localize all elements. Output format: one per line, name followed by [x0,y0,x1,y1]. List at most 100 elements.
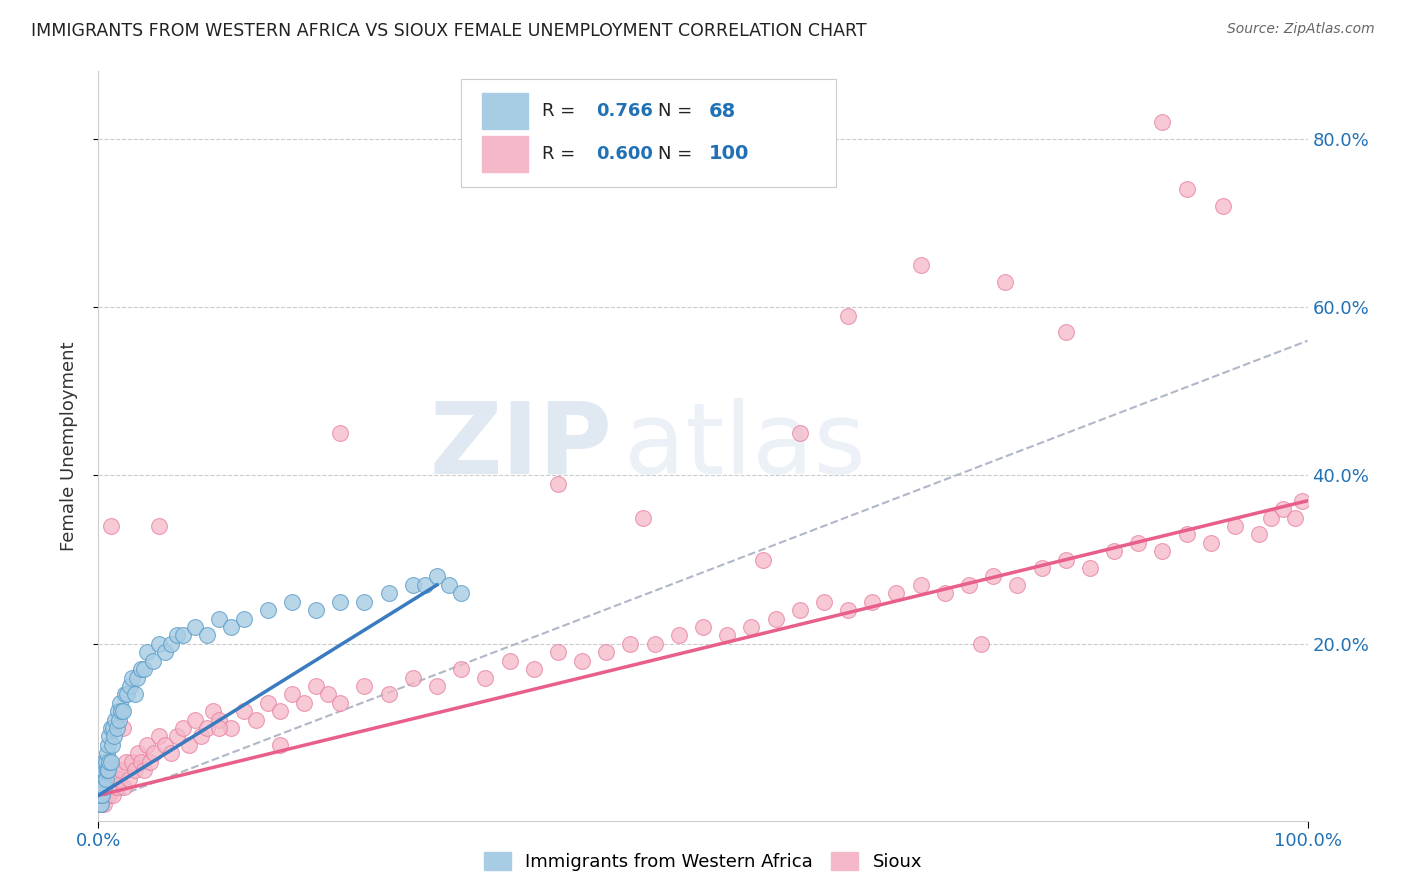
Point [765,611,787,625]
Point [426,679,449,693]
Point [98,730,121,744]
Point [107,704,129,718]
Point [329,595,352,609]
Point [160,746,183,760]
Point [89,780,111,794]
Text: R =: R = [543,145,581,162]
Point [716,628,738,642]
Point [135,738,157,752]
Point [498,654,520,668]
Point [91,772,114,786]
Text: N =: N = [658,102,699,120]
Point [281,687,304,701]
Point [100,721,122,735]
Point [1223,519,1246,533]
Point [837,603,859,617]
Point [148,519,170,533]
Point [90,780,112,794]
Text: 100: 100 [709,145,749,163]
Text: 0.600: 0.600 [596,145,654,162]
Point [121,755,143,769]
Point [112,780,135,794]
Point [114,687,136,701]
Point [910,258,932,272]
Point [1249,527,1271,541]
Point [118,772,141,786]
Point [202,704,225,718]
Point [668,628,690,642]
Point [105,780,128,794]
Text: R =: R = [543,102,581,120]
Point [97,738,120,752]
Point [100,772,122,786]
Point [127,746,149,760]
Point [184,620,207,634]
Point [934,586,956,600]
Point [110,763,132,777]
FancyBboxPatch shape [461,78,837,187]
Point [571,654,593,668]
Point [316,687,339,701]
Point [957,578,980,592]
Point [1054,552,1077,566]
Point [103,763,125,777]
Point [97,772,120,786]
Point [111,721,134,735]
Point [1078,561,1101,575]
Point [134,662,156,676]
Point [93,780,115,794]
Point [90,797,112,811]
Point [221,620,243,634]
Point [450,662,472,676]
Point [837,309,859,323]
Point [139,755,162,769]
Point [413,578,436,592]
Point [619,637,641,651]
Point [910,578,932,592]
Point [172,628,194,642]
Point [353,595,375,609]
Point [644,637,666,651]
Point [166,730,188,744]
Point [103,730,125,744]
Point [402,671,425,685]
Point [121,671,143,685]
Point [547,476,569,491]
Point [595,645,617,659]
Point [94,755,117,769]
Point [752,552,775,566]
Point [100,755,122,769]
Point [292,696,315,710]
Point [91,780,114,794]
Text: atlas: atlas [624,398,866,494]
Point [101,789,124,803]
Point [96,763,118,777]
Point [426,569,449,583]
Point [208,611,231,625]
Point [91,772,114,786]
Point [1260,510,1282,524]
Point [100,519,122,533]
Point [377,687,399,701]
Point [994,275,1017,289]
Point [97,763,120,777]
Point [148,637,170,651]
Point [789,603,811,617]
Point [269,704,291,718]
Point [1054,326,1077,340]
Point [789,426,811,441]
Point [148,730,170,744]
Point [305,603,328,617]
Point [160,637,183,651]
Point [547,645,569,659]
Point [89,797,111,811]
Point [256,603,278,617]
Point [115,755,138,769]
Point [108,696,131,710]
Point [89,789,111,803]
Legend: Immigrants from Western Africa, Sioux: Immigrants from Western Africa, Sioux [477,845,929,879]
Point [437,578,460,592]
Point [89,789,111,803]
Point [153,645,176,659]
Point [98,755,121,769]
